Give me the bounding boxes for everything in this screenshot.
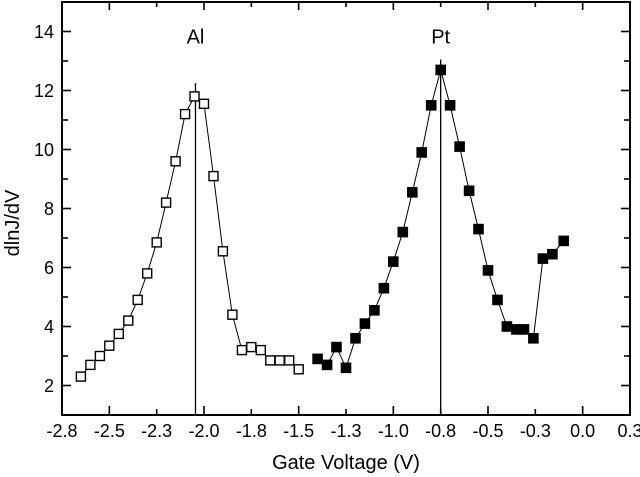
pt-data-point bbox=[369, 305, 380, 316]
al-data-point bbox=[246, 341, 257, 353]
x-tick-label: -1.3 bbox=[330, 421, 361, 441]
y-tick-label: 2 bbox=[44, 376, 54, 396]
al-data-point bbox=[85, 359, 96, 371]
pt-series-label: Pt bbox=[431, 26, 450, 48]
pt-data-point bbox=[331, 341, 342, 353]
y-tick-label: 8 bbox=[44, 199, 54, 219]
pt-data-point bbox=[537, 253, 549, 264]
al-data-point bbox=[132, 294, 143, 306]
x-tick-label: -2.0 bbox=[188, 421, 219, 441]
al-data-point bbox=[123, 315, 134, 326]
al-data-point bbox=[104, 340, 115, 351]
al-data-point bbox=[284, 355, 295, 366]
pt-data-point bbox=[463, 185, 475, 197]
plot-frame bbox=[61, 1, 631, 416]
pt-data-point bbox=[528, 333, 539, 344]
al-data-point bbox=[227, 309, 238, 320]
x-axis-title: Gate Voltage (V) bbox=[272, 452, 420, 474]
pt-data-point bbox=[359, 318, 371, 329]
pt-data-point bbox=[558, 235, 570, 247]
al-data-point bbox=[160, 197, 172, 208]
al-series-label: Al bbox=[187, 26, 205, 48]
al-data-point bbox=[217, 246, 229, 257]
x-tick-label: 0.0 bbox=[570, 421, 595, 441]
x-tick-label: -1.5 bbox=[283, 421, 314, 441]
pt-data-point bbox=[473, 223, 484, 235]
pt-data-point bbox=[388, 256, 399, 267]
x-tick-label: -2.3 bbox=[141, 421, 172, 441]
pt-data-point bbox=[350, 333, 361, 344]
plot-area: -2.8 -2.5 -2.3 -2.0 -1.8 -1.5 -1.3 -1.0 -0.8 -0.5… bbox=[34, 1, 640, 441]
al-data-point bbox=[113, 328, 125, 340]
pt-data-point bbox=[501, 321, 513, 332]
y-tick-label: 14 bbox=[34, 22, 54, 42]
al-data-point bbox=[179, 108, 191, 120]
y-tick-label: 6 bbox=[44, 258, 54, 278]
pt-data-point bbox=[378, 282, 390, 294]
x-tick-label: -0.8 bbox=[425, 421, 456, 441]
x-tick-label: -0.3 bbox=[520, 421, 551, 441]
pt-data-point bbox=[547, 248, 558, 260]
x-tick-label: 0.3 bbox=[617, 421, 640, 441]
al-data-point bbox=[94, 350, 106, 362]
x-tick-label: -2.5 bbox=[94, 421, 125, 441]
pt-data-point bbox=[416, 147, 427, 158]
pt-data-point bbox=[407, 187, 418, 198]
al-data-point bbox=[198, 98, 210, 110]
al-series-line bbox=[80, 95, 300, 377]
pt-data-point bbox=[435, 64, 446, 76]
al-data-point bbox=[170, 156, 181, 167]
x-tick-label: -1.0 bbox=[378, 421, 409, 441]
y-axis-title: dlnJ/dV bbox=[2, 189, 24, 256]
pt-data-point bbox=[492, 294, 503, 306]
al-data-point bbox=[274, 355, 285, 366]
x-tick-label: -2.8 bbox=[46, 421, 77, 441]
al-data-point bbox=[236, 344, 248, 356]
y-tick-label: 4 bbox=[44, 317, 54, 337]
al-data-point bbox=[151, 237, 162, 248]
al-data-point bbox=[75, 371, 87, 382]
al-data-point bbox=[255, 344, 266, 356]
pt-data-point bbox=[397, 226, 409, 238]
al-data-point bbox=[141, 268, 153, 279]
al-data-point bbox=[208, 170, 219, 182]
pt-data-point bbox=[454, 141, 465, 152]
al-data-point bbox=[265, 355, 276, 366]
pt-data-point bbox=[425, 100, 437, 111]
pt-data-point bbox=[312, 353, 323, 365]
pt-data-point bbox=[340, 362, 352, 374]
pt-data-point bbox=[321, 359, 333, 371]
al-data-point bbox=[189, 91, 200, 102]
y-tick-label: 10 bbox=[34, 140, 54, 160]
pt-data-point bbox=[482, 265, 494, 276]
al-data-point bbox=[293, 364, 304, 375]
pt-data-point bbox=[518, 324, 530, 335]
x-tick-label: -0.5 bbox=[472, 421, 503, 441]
x-tick-label: -1.8 bbox=[236, 421, 267, 441]
pt-data-point bbox=[444, 100, 456, 111]
y-tick-label: 12 bbox=[34, 81, 54, 101]
